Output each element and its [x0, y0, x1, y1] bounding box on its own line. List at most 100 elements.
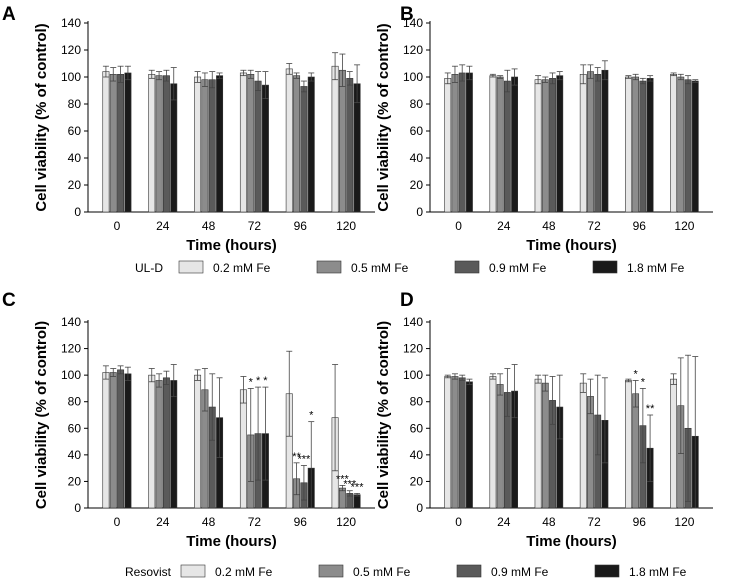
x-tick-label: 48 — [542, 515, 556, 529]
significance-marker: ** — [292, 451, 301, 463]
bar — [556, 75, 564, 213]
legend-swatch — [592, 260, 618, 274]
y-tick-label: 40 — [410, 151, 424, 165]
bar — [458, 377, 466, 509]
y-tick-label: 140 — [403, 16, 423, 30]
bar — [170, 83, 178, 213]
significance-marker: * — [256, 375, 261, 387]
panel-label: D — [400, 290, 414, 311]
x-tick-label: 96 — [633, 219, 647, 233]
bar — [594, 74, 602, 213]
x-tick-label: 0 — [114, 515, 121, 529]
legend-swatch — [180, 564, 206, 578]
significance-marker: *** — [297, 453, 311, 465]
bar — [331, 65, 339, 213]
bar — [300, 86, 308, 213]
bar — [624, 76, 632, 213]
chart-panel-c: C 0 20 40 60 80 100 120 140 Cell viability (% of … — [2, 290, 375, 550]
y-tick-label: 120 — [61, 342, 81, 356]
y-tick-label: 0 — [74, 501, 81, 515]
x-tick-label: 96 — [294, 219, 308, 233]
x-tick-label: 72 — [248, 219, 262, 233]
significance-marker: * — [263, 375, 268, 387]
bar — [496, 384, 504, 509]
y-tick-label: 0 — [416, 501, 423, 515]
bar — [541, 382, 549, 509]
bar — [549, 78, 556, 213]
y-axis-title: Cell viability (% of control) — [33, 23, 50, 211]
bar — [124, 72, 132, 213]
x-tick-label: 0 — [114, 219, 121, 233]
bar — [534, 79, 542, 213]
bar — [632, 393, 640, 509]
x-tick-label: 0 — [455, 219, 462, 233]
y-tick-label: 40 — [410, 448, 424, 462]
bar — [194, 76, 202, 213]
legend-label: 0.9 mM Fe — [491, 565, 549, 579]
y-tick-label: 100 — [403, 368, 423, 382]
legend-label: 1.8 mM Fe — [627, 261, 685, 275]
bar — [353, 494, 361, 509]
y-tick-label: 40 — [68, 151, 82, 165]
bar — [511, 76, 519, 213]
x-tick-label: 24 — [497, 515, 511, 529]
legend-label: 0.5 mM Fe — [353, 565, 411, 579]
legend-label: 0.2 mM Fe — [215, 565, 273, 579]
bar — [201, 79, 209, 213]
y-tick-label: 100 — [61, 70, 81, 84]
y-tick-label: 0 — [416, 205, 423, 219]
bar — [261, 84, 269, 213]
bar — [466, 381, 473, 509]
bar — [162, 75, 170, 213]
legend-resovist: Resovist 0.2 mM Fe 0.5 mM Fe 0.9 mM Fe 1.8 m… — [125, 564, 687, 579]
significance-marker: *** — [343, 479, 357, 491]
bar — [444, 376, 452, 509]
y-axis-title: Cell viability (% of control) — [375, 321, 392, 509]
bar — [691, 80, 699, 213]
legend-swatch — [318, 564, 344, 578]
y-tick-label: 80 — [410, 395, 424, 409]
y-tick-label: 40 — [68, 448, 82, 462]
y-tick-label: 60 — [410, 421, 424, 435]
x-tick-label: 48 — [202, 219, 216, 233]
y-tick-label: 80 — [68, 97, 82, 111]
y-axis-title: Cell viability (% of control) — [33, 321, 50, 509]
y-tick-label: 20 — [410, 474, 424, 488]
bar — [102, 71, 110, 213]
chart-panel-a: A 0 20 40 60 80 100 120 140 Cell viability (% of … — [2, 4, 375, 254]
bar — [624, 380, 632, 509]
bar — [208, 79, 216, 213]
bar — [109, 372, 117, 509]
bar — [670, 378, 677, 509]
y-tick-label: 80 — [68, 395, 82, 409]
y-tick-label: 100 — [403, 70, 423, 84]
panel-label: B — [400, 4, 414, 25]
y-tick-label: 60 — [68, 421, 82, 435]
legend-swatch — [594, 564, 620, 578]
bar — [239, 72, 247, 213]
x-tick-label: 0 — [455, 515, 462, 529]
x-tick-label: 24 — [156, 515, 170, 529]
bar — [466, 72, 473, 213]
x-tick-label: 120 — [336, 219, 356, 233]
significance-marker: * — [309, 410, 314, 422]
x-tick-label: 96 — [294, 515, 308, 529]
y-tick-label: 20 — [68, 178, 82, 192]
x-tick-label: 72 — [248, 515, 262, 529]
bar — [170, 380, 178, 509]
bar — [496, 76, 504, 213]
bar — [677, 76, 685, 213]
bar — [489, 75, 497, 213]
panel-label: C — [2, 290, 16, 311]
bar — [102, 372, 110, 509]
x-tick-label: 72 — [587, 219, 601, 233]
bar — [239, 389, 247, 509]
x-tick-label: 24 — [497, 219, 511, 233]
bar — [670, 74, 677, 213]
significance-marker: *** — [336, 473, 350, 485]
x-tick-label: 24 — [156, 219, 170, 233]
legend-swatch — [456, 564, 482, 578]
bar — [579, 382, 587, 509]
bar — [148, 74, 156, 213]
legend-swatch — [316, 260, 342, 274]
